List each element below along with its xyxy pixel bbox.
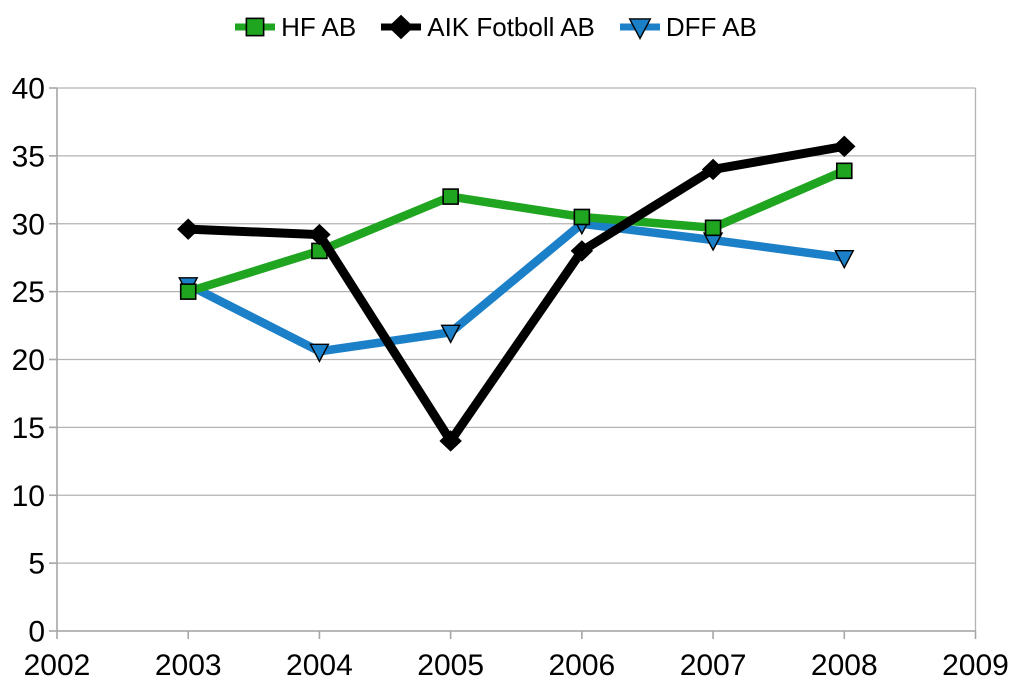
y-tick-label: 40 xyxy=(12,73,45,106)
square-marker-icon xyxy=(179,283,197,300)
diamond-marker-icon xyxy=(439,430,462,452)
y-tick-label: 5 xyxy=(28,548,45,581)
legend-item-aik-fotboll-ab: AIK Fotboll AB xyxy=(380,13,595,41)
y-tick-label: 10 xyxy=(12,480,45,513)
y-tick-label: 30 xyxy=(12,208,45,241)
legend-item-dff-ab: DFF AB xyxy=(619,13,757,41)
square-marker-icon xyxy=(442,188,459,205)
square-marker-icon xyxy=(835,162,853,180)
triangle-down-marker-icon xyxy=(834,249,855,270)
y-tick-label: 0 xyxy=(28,616,45,649)
series-aik-fotboll-ab xyxy=(176,135,856,452)
y-tick-label: 20 xyxy=(12,344,45,377)
x-tick-label: 2006 xyxy=(548,649,615,682)
legend-marker xyxy=(381,14,422,40)
x-tick-label: 2005 xyxy=(417,649,484,682)
legend-label: AIK Fotboll AB xyxy=(427,12,595,42)
series-line xyxy=(188,141,846,450)
x-tick-label: 2008 xyxy=(811,649,878,682)
legend-marker xyxy=(235,17,276,37)
square-marker-icon xyxy=(704,219,722,237)
series-line xyxy=(186,219,845,356)
y-tick-label: 25 xyxy=(12,276,45,309)
square-marker-icon xyxy=(245,17,265,37)
x-tick-label: 2004 xyxy=(286,649,353,682)
triangle-down-marker-icon xyxy=(309,343,330,363)
diamond-marker-icon xyxy=(833,135,856,158)
x-tick-label: 2009 xyxy=(942,649,1009,682)
series-line xyxy=(186,166,846,296)
legend-label: HF AB xyxy=(281,12,357,42)
triangle-down-marker-icon xyxy=(628,18,652,40)
y-tick-label: 15 xyxy=(12,412,45,445)
legend-marker xyxy=(619,18,660,40)
legend-label: DFF AB xyxy=(665,12,757,42)
series-hf-ab xyxy=(179,162,853,300)
diamond-marker-icon xyxy=(701,158,725,181)
y-tick-label: 35 xyxy=(12,140,45,173)
diamond-marker-icon xyxy=(570,240,594,262)
x-tick-label: 2007 xyxy=(680,649,747,682)
diamond-marker-icon xyxy=(388,14,415,40)
square-marker-icon xyxy=(573,208,591,226)
x-tick-label: 2002 xyxy=(24,649,91,682)
diamond-marker-icon xyxy=(176,218,200,240)
legend-item-hf-ab: HF AB xyxy=(234,13,356,41)
x-tick-label: 2003 xyxy=(155,649,222,682)
diamond-marker-icon xyxy=(308,223,331,246)
chart-legend: HF AB AIK Fotboll AB DFF AB xyxy=(0,6,991,48)
triangle-down-marker-icon xyxy=(440,324,461,344)
